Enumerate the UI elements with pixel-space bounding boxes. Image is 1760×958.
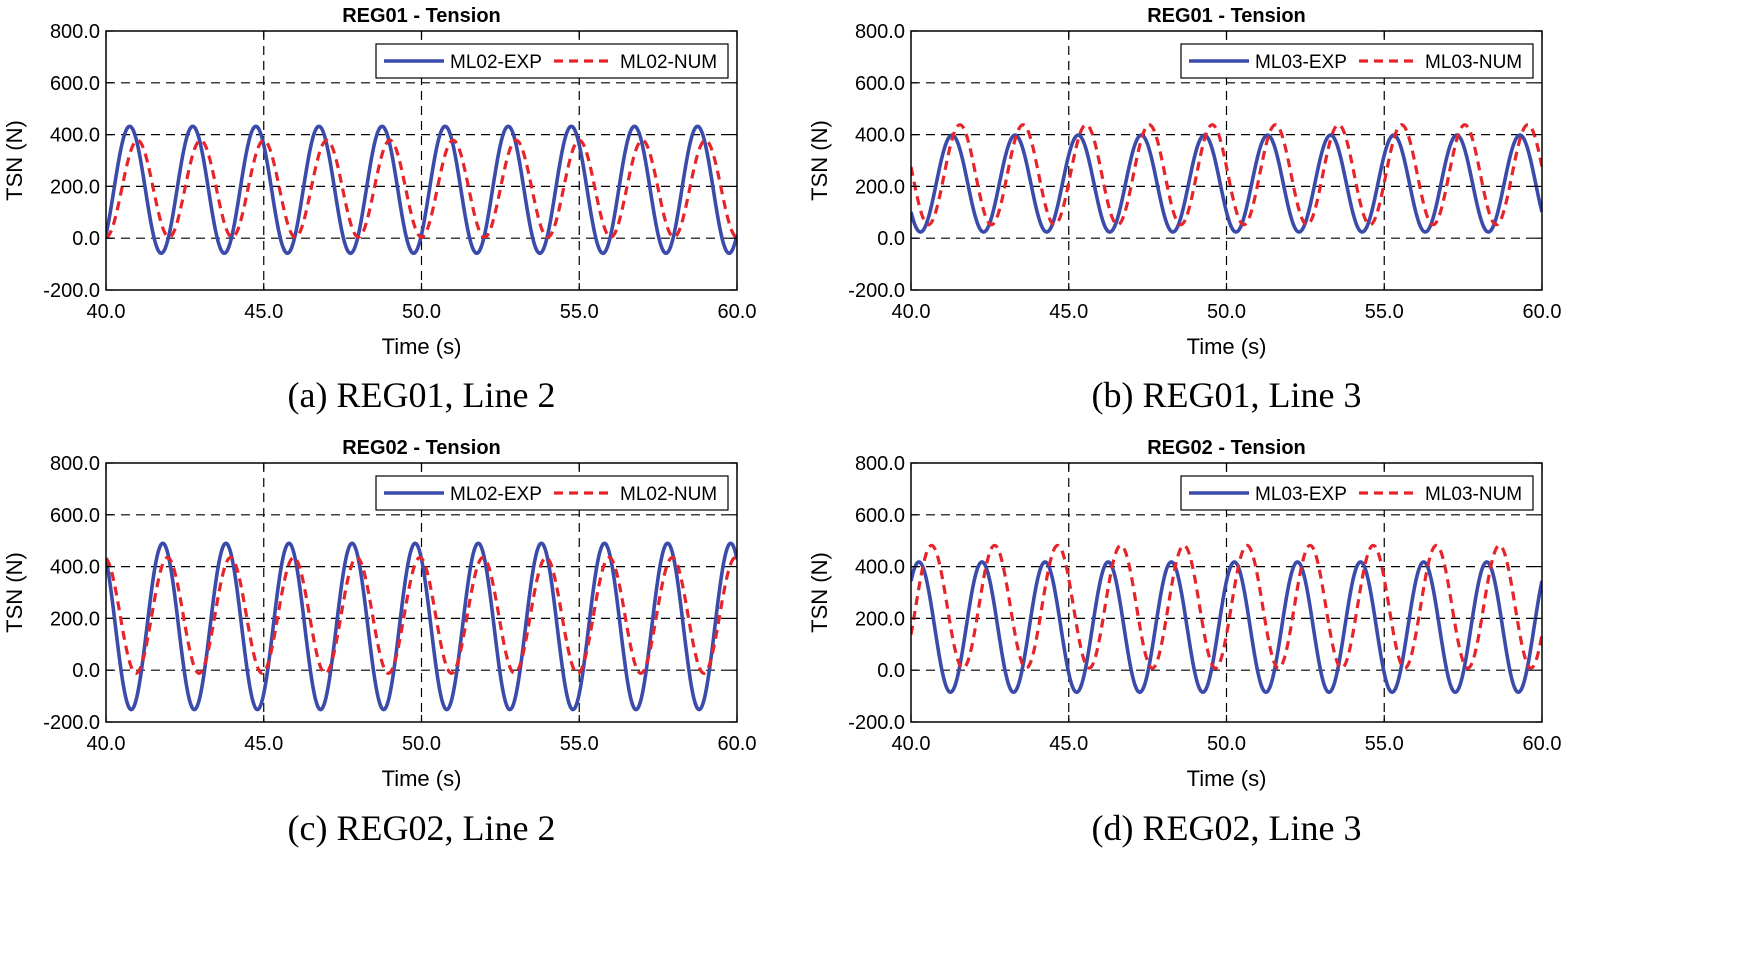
legend-label: ML03-NUM <box>1425 52 1522 73</box>
chart-panel-4: -200.0 0.0 200.0 400.0 600.0 800.0 40.0 45.0 50.… <box>807 437 1561 791</box>
legend: ML02-EXP ML02-NUM <box>375 43 729 79</box>
legend: ML03-EXP ML03-NUM <box>1180 43 1534 79</box>
y-tick-label: -200.0 <box>848 712 905 734</box>
x-tick-label: 40.0 <box>87 733 126 755</box>
chart-title: REG01 - Tension <box>342 5 501 27</box>
y-tick-label: 800.0 <box>855 453 905 475</box>
x-axis-label: Time (s) <box>382 766 462 791</box>
y-tick-label: 200.0 <box>855 608 905 630</box>
y-tick-label: -200.0 <box>43 712 100 734</box>
x-tick-label: 60.0 <box>1523 733 1562 755</box>
y-tick-label: 200.0 <box>855 176 905 198</box>
y-tick-label: 600.0 <box>50 73 100 95</box>
legend-label: ML02-NUM <box>620 52 717 73</box>
y-tick-label: 600.0 <box>855 505 905 527</box>
legend-label: ML03-EXP <box>1255 484 1347 505</box>
legend-label: ML02-NUM <box>620 484 717 505</box>
x-tick-label: 50.0 <box>1207 733 1246 755</box>
y-tick-label: 0.0 <box>72 228 100 250</box>
legend-label: ML02-EXP <box>450 52 542 73</box>
y-tick-label: -200.0 <box>848 280 905 302</box>
y-tick-label: 800.0 <box>855 21 905 43</box>
chart-title: REG02 - Tension <box>342 437 501 459</box>
y-tick-label: 0.0 <box>877 228 905 250</box>
x-tick-label: 55.0 <box>560 733 599 755</box>
x-tick-label: 55.0 <box>1365 301 1404 323</box>
legend: ML02-EXP ML02-NUM <box>375 475 729 511</box>
series-line-ml02-exp <box>106 124 737 256</box>
legend-label: ML03-EXP <box>1255 52 1347 73</box>
series-line-ml03-num <box>911 543 1542 670</box>
panel-caption: (d) REG02, Line 3 <box>1092 808 1362 848</box>
panel-caption: (a) REG01, Line 2 <box>288 375 556 415</box>
y-tick-label: 200.0 <box>50 608 100 630</box>
y-tick-label: 0.0 <box>877 660 905 682</box>
x-axis-label: Time (s) <box>1187 334 1267 359</box>
x-tick-label: 60.0 <box>1523 301 1562 323</box>
legend-label: ML03-NUM <box>1425 484 1522 505</box>
x-tick-label: 40.0 <box>892 301 931 323</box>
y-tick-label: 0.0 <box>72 660 100 682</box>
x-tick-label: 55.0 <box>560 301 599 323</box>
y-tick-label: 400.0 <box>855 557 905 579</box>
x-tick-label: 50.0 <box>402 301 441 323</box>
y-tick-label: 400.0 <box>50 557 100 579</box>
legend-label: ML02-EXP <box>450 484 542 505</box>
series-line-ml03-num <box>911 123 1542 227</box>
x-tick-label: 45.0 <box>244 301 283 323</box>
x-tick-label: 60.0 <box>718 301 757 323</box>
series-line-ml03-exp <box>911 560 1542 695</box>
chart-title: REG01 - Tension <box>1147 5 1306 27</box>
x-axis-label: Time (s) <box>1187 766 1267 791</box>
legend: ML03-EXP ML03-NUM <box>1180 475 1534 511</box>
x-tick-label: 45.0 <box>1049 733 1088 755</box>
y-tick-label: 400.0 <box>855 125 905 147</box>
y-tick-label: 400.0 <box>50 125 100 147</box>
series-line-ml02-num <box>106 555 737 675</box>
x-tick-label: 55.0 <box>1365 733 1404 755</box>
x-tick-label: 40.0 <box>87 301 126 323</box>
chart-panel-2: -200.0 0.0 200.0 400.0 600.0 800.0 40.0 45.0 50.… <box>807 5 1561 359</box>
x-tick-label: 45.0 <box>1049 301 1088 323</box>
x-axis-label: Time (s) <box>382 334 462 359</box>
y-axis-label: TSN (N) <box>2 552 27 633</box>
x-tick-label: 40.0 <box>892 733 931 755</box>
y-axis-label: TSN (N) <box>807 552 832 633</box>
y-tick-label: 800.0 <box>50 453 100 475</box>
x-tick-label: 50.0 <box>1207 301 1246 323</box>
x-tick-label: 45.0 <box>244 733 283 755</box>
series-line-ml02-num <box>106 138 737 239</box>
y-tick-label: 800.0 <box>50 21 100 43</box>
y-tick-label: 600.0 <box>50 505 100 527</box>
x-tick-label: 60.0 <box>718 733 757 755</box>
y-axis-label: TSN (N) <box>2 120 27 201</box>
y-tick-label: 600.0 <box>855 73 905 95</box>
y-tick-label: 200.0 <box>50 176 100 198</box>
panel-caption: (b) REG01, Line 3 <box>1092 375 1362 415</box>
y-axis-label: TSN (N) <box>807 120 832 201</box>
series-line-ml03-exp <box>911 133 1542 234</box>
y-tick-label: -200.0 <box>43 280 100 302</box>
chart-panel-3: -200.0 0.0 200.0 400.0 600.0 800.0 40.0 45.0 50.… <box>2 437 756 791</box>
chart-title: REG02 - Tension <box>1147 437 1306 459</box>
chart-panel-1: -200.0 0.0 200.0 400.0 600.0 800.0 40.0 45.0 50.… <box>2 5 756 359</box>
x-tick-label: 50.0 <box>402 733 441 755</box>
panel-caption: (c) REG02, Line 2 <box>288 808 556 848</box>
